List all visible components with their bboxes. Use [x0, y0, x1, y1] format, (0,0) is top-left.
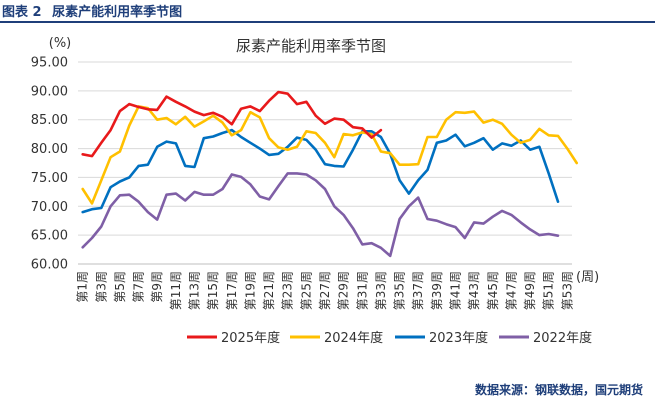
- source-label: 数据来源：: [474, 383, 535, 397]
- x-tick-label: 第43周: [467, 271, 481, 310]
- x-tick-label: 第27周: [318, 271, 332, 310]
- x-tick-label: 第25周: [299, 271, 313, 310]
- x-tick-label: 第29周: [337, 271, 351, 310]
- figure-title: 尿素产能利用率季节图: [52, 5, 183, 20]
- x-tick-label: 第53周: [560, 271, 574, 310]
- x-tick-label: 第15周: [206, 271, 220, 310]
- x-tick-label: 第13周: [188, 271, 202, 310]
- series-line-2022年度: [81, 172, 560, 258]
- y-tick-label: 80.00: [31, 142, 68, 157]
- y-tick-label: 65.00: [31, 229, 68, 244]
- legend-label: 2022年度: [533, 330, 592, 346]
- header-divider: [0, 21, 655, 23]
- series-line-2023年度: [81, 128, 560, 214]
- source-note: 数据来源：钢联数据，国元期货: [475, 381, 643, 398]
- figure-label: 图表 2: [2, 5, 42, 20]
- series-line-2024年度: [81, 105, 579, 205]
- x-tick-label: 第49周: [523, 271, 537, 310]
- y-tick-label: 95.00: [31, 56, 68, 71]
- legend-label: 2023年度: [429, 330, 488, 346]
- y-tick-label: 75.00: [31, 171, 68, 186]
- chart-title: 尿素产能利用率季节图: [236, 37, 386, 55]
- y-tick-label: 90.00: [31, 84, 68, 99]
- x-tick-label: 第7周: [132, 271, 146, 303]
- x-tick-label: 第47周: [504, 271, 518, 310]
- x-tick-label: 第1周: [76, 271, 90, 303]
- y-tick-label: 85.00: [31, 113, 68, 128]
- y-tick-label: 60.00: [31, 258, 68, 273]
- x-tick-label: 第11周: [169, 271, 183, 310]
- x-tick-label: 第31周: [355, 271, 369, 310]
- x-tick-label: 第41周: [448, 271, 462, 310]
- line-chart: 尿素产能利用率季节图 (%) 95.00 90.00 85.00 80.00 75.00…: [31, 36, 599, 346]
- legend-label: 2025年度: [221, 330, 280, 346]
- x-axis-unit-label: (周): [576, 270, 599, 285]
- gridlines: [78, 61, 572, 265]
- x-tick-label: 第21周: [262, 271, 276, 310]
- y-axis-ticks: 95.00 90.00 85.00 80.00 75.00 70.00 65.00 60.00: [31, 56, 68, 273]
- x-tick-label: 第19周: [243, 271, 257, 310]
- legend-label: 2024年度: [324, 330, 383, 346]
- x-tick-label: 第35周: [393, 271, 407, 310]
- x-tick-label: 第33周: [374, 271, 388, 310]
- y-tick-label: 70.00: [31, 200, 68, 215]
- x-tick-label: 第5周: [113, 271, 127, 303]
- x-axis-ticks: 第1周 第3周 第5周 第7周 第9周 第11周 第13周 第15周 第17周 第19周 第21周第…: [76, 271, 575, 310]
- x-tick-label: 第39周: [430, 271, 444, 310]
- x-tick-label: 第17周: [225, 271, 239, 310]
- source-providers: 钢联数据，国元期货: [534, 383, 643, 397]
- x-tick-label: 第51周: [542, 271, 556, 310]
- y-axis-unit-label: (%): [49, 36, 72, 51]
- x-tick-label: 第37周: [411, 271, 425, 310]
- series-lines: [81, 90, 579, 258]
- x-tick-label: 第3周: [94, 271, 108, 303]
- series-line-2025年度: [81, 90, 383, 158]
- x-tick-label: 第45周: [486, 271, 500, 310]
- x-tick-label: 第23周: [281, 271, 295, 310]
- x-tick-label: 第9周: [150, 271, 164, 303]
- legend: 2025年度 2024年度 2023年度 2022年度: [187, 330, 592, 346]
- figure-header: 图表 2 尿素产能利用率季节图: [2, 1, 182, 20]
